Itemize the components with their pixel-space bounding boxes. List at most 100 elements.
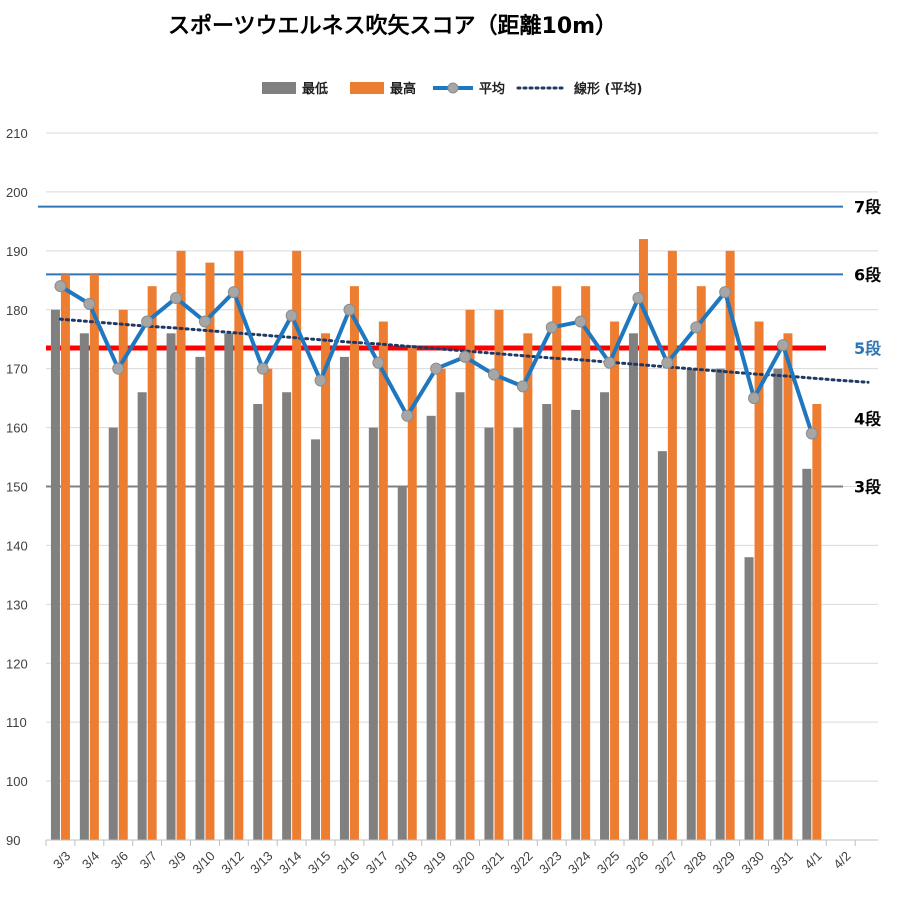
y-tick-label: 210	[6, 126, 28, 141]
bar-max	[349, 286, 359, 840]
bar-max	[725, 250, 735, 841]
average-point	[574, 315, 587, 328]
bar-min	[628, 333, 638, 840]
bar-max	[60, 274, 70, 840]
y-tick-label: 170	[6, 362, 28, 377]
bar-min	[455, 392, 465, 840]
y-tick-label: 100	[6, 774, 28, 789]
x-tick-label: 3/26	[623, 848, 652, 877]
x-tick-label: 3/23	[536, 848, 565, 877]
bar-max	[552, 286, 562, 840]
average-point	[401, 409, 414, 422]
bar-max	[118, 309, 128, 840]
y-tick-label: 110	[6, 715, 27, 730]
reference-label: 6段	[854, 265, 882, 284]
x-tick-label: 3/20	[449, 848, 478, 877]
bar-min	[802, 468, 812, 840]
average-point	[516, 380, 529, 393]
legend-marker	[447, 82, 459, 94]
bar-max	[263, 368, 273, 840]
bar-min	[657, 451, 667, 840]
average-point	[227, 286, 240, 299]
legend-label: 線形 (平均)	[574, 81, 642, 97]
bar-max	[638, 239, 648, 841]
bar-max	[465, 309, 475, 840]
average-point	[805, 427, 818, 440]
bar-max	[494, 309, 504, 840]
y-tick-label: 140	[6, 538, 28, 553]
bar-min	[600, 392, 610, 840]
bar-min	[744, 557, 754, 840]
x-tick-label: 3/15	[305, 848, 334, 877]
x-tick-label: 3/19	[421, 848, 450, 877]
x-tick-label: 3/16	[334, 848, 363, 877]
x-tick-label: 3/25	[594, 848, 623, 877]
x-tick-label: 4/2	[830, 848, 853, 871]
average-point	[83, 297, 96, 310]
bar-max	[292, 250, 302, 841]
bar-min	[686, 368, 696, 840]
bar-min	[50, 309, 60, 840]
x-tick-label: 3/17	[363, 848, 392, 877]
y-tick-label: 150	[6, 480, 28, 495]
bar-min	[253, 404, 263, 840]
legend-label: 最高	[390, 81, 416, 97]
bar-max	[523, 333, 533, 840]
average-point	[748, 392, 761, 405]
x-tick-label: 3/24	[565, 848, 594, 877]
bar-max	[436, 368, 446, 840]
chart-title: スポーツウエルネス吹矢スコア（距離10m）	[168, 14, 618, 39]
bar-min	[224, 333, 234, 840]
bar-max	[205, 262, 215, 840]
bar-min	[484, 427, 494, 840]
bar-max	[610, 321, 620, 840]
x-tick-label: 3/27	[652, 848, 681, 877]
bar-min	[339, 356, 349, 840]
x-tick-label: 3/12	[218, 848, 247, 877]
x-tick-label: 3/3	[50, 848, 73, 871]
bar-max	[667, 250, 677, 841]
bar-max	[234, 250, 244, 841]
average-point	[256, 362, 269, 375]
y-tick-label: 90	[6, 833, 20, 848]
average-point	[198, 315, 211, 328]
bar-min	[79, 333, 89, 840]
y-tick-label: 120	[6, 656, 28, 671]
y-tick-label: 160	[6, 421, 28, 436]
bar-min	[426, 415, 436, 840]
average-point	[372, 356, 385, 369]
reference-label: 7段	[854, 198, 882, 217]
x-tick-label: 3/21	[478, 848, 507, 877]
y-tick-label: 200	[6, 185, 28, 200]
y-tick-label: 180	[6, 303, 28, 318]
bar-min	[368, 427, 378, 840]
x-tick-label: 4/1	[801, 848, 824, 871]
average-point	[285, 309, 298, 322]
average-point	[459, 350, 472, 363]
average-point	[690, 321, 703, 334]
legend-label: 平均	[479, 81, 505, 97]
trendline	[58, 317, 870, 384]
y-tick-label: 190	[6, 244, 28, 259]
average-point	[632, 291, 645, 304]
bar-min	[542, 404, 552, 840]
bar-min	[571, 409, 581, 840]
average-point	[719, 286, 732, 299]
x-tick-label: 3/28	[681, 848, 710, 877]
legend: 最低 最高 平均 線形 (平均)	[262, 81, 642, 97]
bar-min	[137, 392, 147, 840]
bar-min	[397, 486, 407, 840]
y-tick-label: 130	[6, 597, 28, 612]
average-point	[603, 356, 616, 369]
bar-layer	[50, 239, 822, 841]
bar-min	[166, 333, 176, 840]
average-point	[314, 374, 327, 387]
average-point	[661, 356, 674, 369]
x-tick-label: 3/4	[79, 848, 102, 871]
x-tick-label: 3/7	[137, 848, 160, 871]
average-point	[487, 368, 500, 381]
bar-max	[176, 250, 186, 841]
legend-swatch	[262, 82, 296, 94]
bar-max	[581, 286, 591, 840]
